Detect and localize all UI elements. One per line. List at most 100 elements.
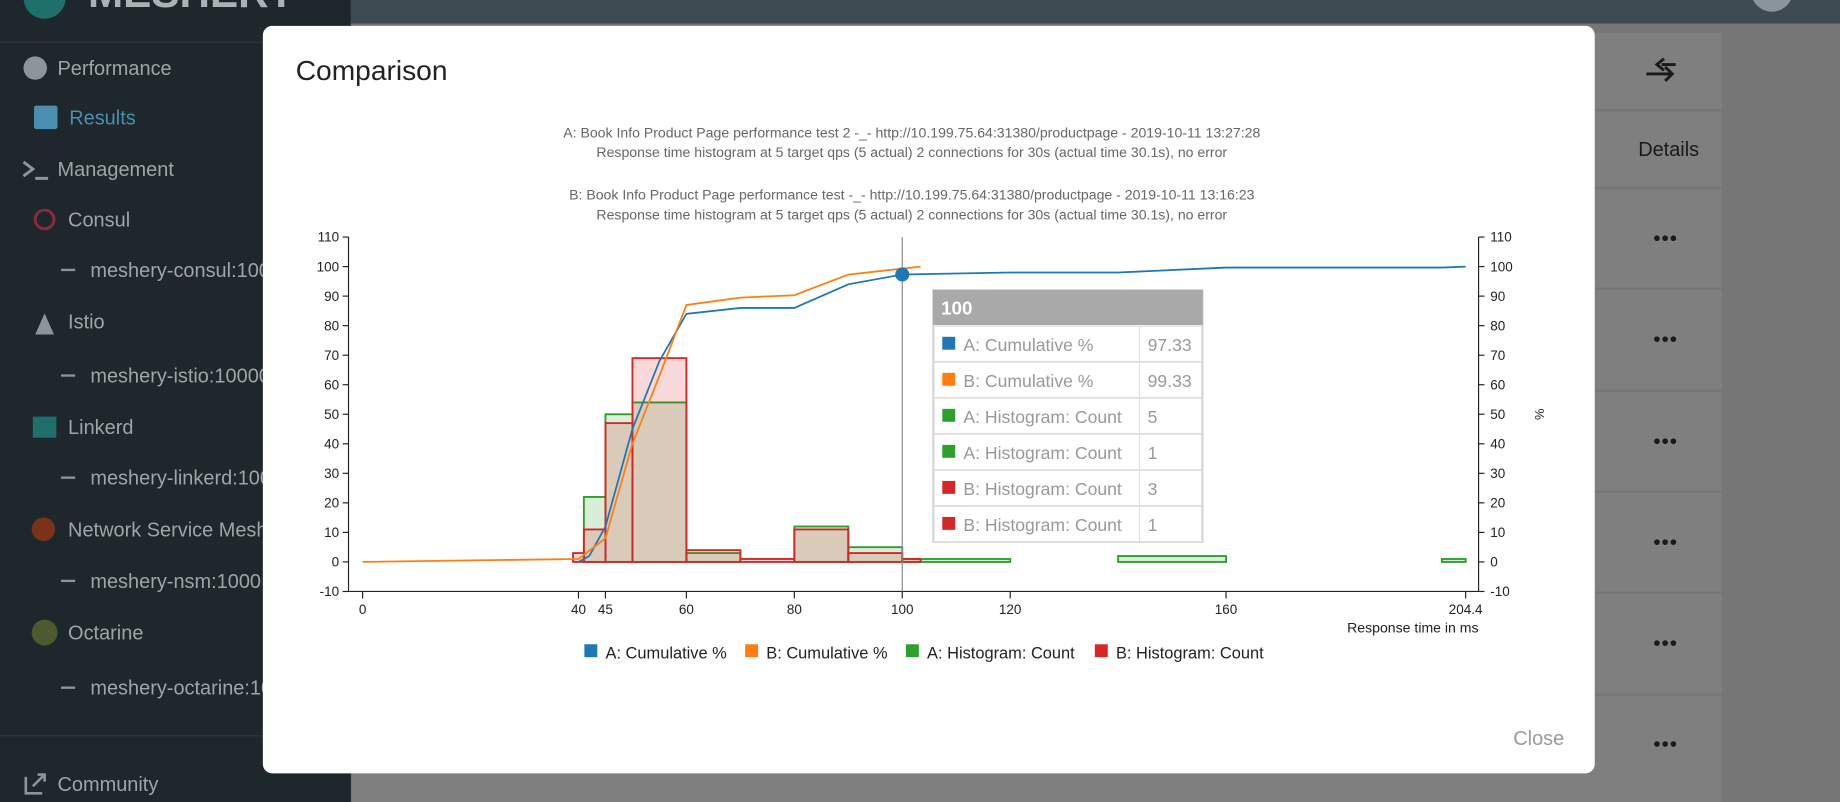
y-tick-label: -10 [320, 584, 339, 599]
tooltip-name: B: Cumulative % [963, 371, 1093, 391]
sub-item-dashes [61, 268, 76, 689]
tooltip-title: 100 [941, 298, 972, 319]
nav-item[interactable]: meshery-istio:10000 [90, 366, 270, 388]
avatar[interactable] [1751, 0, 1793, 12]
nav-item[interactable]: meshery-linkerd:100 [90, 468, 271, 490]
tooltip-swatch [942, 444, 956, 458]
y2-tick-label: 40 [1490, 436, 1505, 451]
tooltip-row [933, 433, 1203, 471]
legend-label: B: Cumulative % [766, 644, 887, 662]
row-menus[interactable] [1654, 235, 1677, 747]
column-header: Details [1638, 139, 1699, 161]
tooltip-swatch [942, 336, 956, 350]
nav-item[interactable]: meshery-nsm:1000 [90, 571, 261, 593]
y-tick-label: 70 [324, 348, 339, 363]
y2-tick-label: 50 [1490, 407, 1505, 422]
y-tick-label: 20 [324, 496, 339, 511]
histogram-bar [901, 558, 922, 563]
histogram-bar [631, 357, 688, 563]
logo-icon [23, 0, 66, 19]
y-tick-label: 40 [324, 436, 339, 451]
linkerd-icon [32, 416, 57, 438]
tooltip-name: B: Histogram: Count [963, 479, 1122, 499]
nav-item[interactable]: Octarine [68, 623, 143, 645]
nav-item[interactable]: Linkerd [68, 417, 133, 439]
chart-subtitle: A: Book Info Product Page performance te… [563, 124, 1260, 140]
histogram-bar [1117, 555, 1227, 563]
y2-tick-label: 100 [1490, 259, 1512, 274]
tooltip-header [932, 289, 1203, 326]
nav-item[interactable]: Performance [58, 58, 172, 80]
tooltip-value: 1 [1148, 515, 1158, 535]
community-icon [24, 773, 46, 795]
y-tick-label: 30 [324, 466, 339, 481]
modal-title: Comparison [296, 55, 448, 86]
tooltip-row [933, 505, 1203, 543]
tooltip-value: 97.33 [1148, 335, 1192, 355]
y2-tick-label: -10 [1490, 584, 1509, 599]
tooltip-name: A: Histogram: Count [963, 407, 1122, 427]
top-bar [350, 0, 1840, 24]
tooltip-row [933, 361, 1203, 399]
tooltip-swatch [942, 516, 956, 530]
logo[interactable]: MESHERY [88, 0, 295, 16]
consul-icon [33, 208, 56, 231]
chart-subtitle: Response time histogram at 5 target qps … [596, 206, 1227, 222]
x-tick-label: 60 [679, 602, 694, 617]
octarine-icon [31, 619, 58, 646]
nav-item[interactable]: meshery-consul:100 [90, 260, 270, 282]
histogram-bar [793, 528, 850, 563]
y2-tick-label: 60 [1490, 377, 1505, 392]
x-axis-label: Response time in ms [1347, 620, 1478, 636]
istio-icon [35, 313, 54, 335]
y-tick-label: 50 [324, 407, 339, 422]
tooltip-name: B: Histogram: Count [963, 515, 1122, 535]
legend-label: B: Histogram: Count [1116, 644, 1264, 662]
nav-item[interactable]: Istio [68, 312, 105, 334]
legend-swatch [905, 644, 919, 658]
x-tick-label: 120 [999, 602, 1021, 617]
tooltip-swatch [942, 372, 956, 386]
chart-subtitle: Response time histogram at 5 target qps … [596, 144, 1227, 160]
y2-tick-label: 10 [1490, 525, 1505, 540]
close-button[interactable]: Close [1513, 728, 1564, 750]
nav-item[interactable]: Management [58, 159, 175, 181]
performance-icon [23, 56, 47, 80]
y-tick-label: 10 [324, 525, 339, 540]
tooltip-name: A: Histogram: Count [963, 443, 1122, 463]
results-icon [34, 105, 58, 130]
chart-subtitle: B: Book Info Product Page performance te… [569, 187, 1254, 203]
y2-tick-label: 110 [1490, 230, 1511, 245]
hover-marker [895, 267, 910, 282]
x-tick-label: 100 [891, 602, 913, 617]
compare-icon[interactable] [1646, 57, 1676, 83]
legend-swatch [745, 644, 759, 658]
nav-item[interactable]: Community [58, 774, 159, 796]
y-tick-label: 80 [324, 318, 339, 333]
tooltip-value: 5 [1148, 407, 1158, 427]
y2-axis-label: % [1532, 409, 1547, 420]
legend-label: A: Cumulative % [606, 644, 727, 662]
tooltip-row [933, 469, 1203, 507]
x-tick-label: 45 [598, 602, 613, 617]
y-tick-label: 0 [332, 555, 339, 570]
legend-label: A: Histogram: Count [927, 644, 1075, 662]
histogram-bar [685, 549, 742, 563]
y2-tick-label: 80 [1490, 318, 1505, 333]
nav-item[interactable]: Results [69, 107, 136, 129]
nav-item[interactable]: Consul [68, 209, 130, 231]
nav-item[interactable]: Network Service Mesh [68, 519, 267, 541]
y-tick-label: 90 [324, 289, 339, 304]
y2-tick-label: 90 [1490, 289, 1505, 304]
tooltip: 100 A: Cumulative % 97.33 B: Cumulative % 99… [932, 289, 1204, 543]
modal [262, 25, 1595, 774]
x-tick-label: 80 [787, 602, 802, 617]
tooltip-swatch [942, 480, 956, 494]
histogram-bar [1440, 558, 1467, 563]
x-tick-label: 0 [359, 602, 366, 617]
y-tick-label: 100 [317, 259, 339, 274]
nav-item[interactable]: meshery-octarine:10 [90, 678, 272, 700]
tooltip-value: 3 [1148, 479, 1158, 499]
